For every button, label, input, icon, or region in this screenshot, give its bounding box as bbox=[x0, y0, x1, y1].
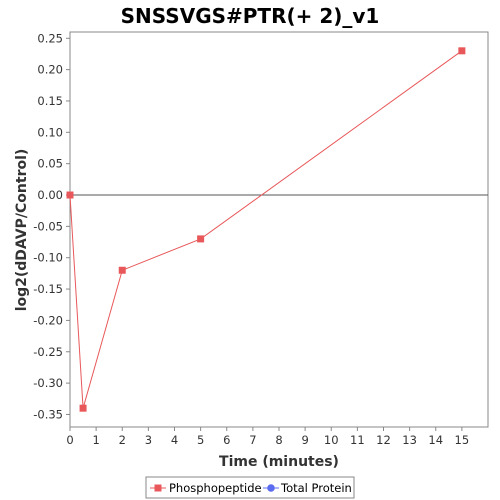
y-tick-label: -0.10 bbox=[33, 251, 63, 265]
y-tick-label: 0.20 bbox=[37, 63, 63, 77]
y-tick-label: 0.10 bbox=[37, 125, 63, 139]
y-tick-label: -0.15 bbox=[33, 282, 63, 296]
plot-area bbox=[69, 31, 489, 428]
y-tick-label: 0.25 bbox=[37, 31, 63, 45]
data-point bbox=[79, 404, 87, 412]
y-tick-label: 0.05 bbox=[37, 157, 63, 171]
y-tick-label: 0.00 bbox=[37, 188, 63, 202]
legend-box bbox=[145, 476, 355, 499]
data-point bbox=[458, 47, 466, 55]
x-axis: 0 1 2 3 4 5 6 7 8 9 10 11 12 13 14 15 bbox=[66, 427, 469, 447]
legend-marker-total-protein bbox=[267, 484, 275, 492]
x-tick-label: 15 bbox=[455, 433, 470, 447]
x-tick-label: 4 bbox=[171, 433, 178, 447]
legend-item-total-protein: Total Protein bbox=[263, 481, 352, 495]
x-axis-label: Time (minutes) bbox=[219, 454, 339, 470]
series-layer bbox=[66, 47, 466, 412]
x-tick-label: 10 bbox=[324, 433, 339, 447]
x-tick-label: 5 bbox=[197, 433, 204, 447]
data-point bbox=[197, 235, 205, 243]
y-axis-label: log2(dDAVP/Control) bbox=[14, 149, 30, 312]
x-tick-label: 7 bbox=[249, 433, 256, 447]
legend-label-phosphopeptide: Phosphopeptide bbox=[169, 481, 262, 495]
y-tick-label: -0.30 bbox=[33, 376, 63, 390]
legend: Phosphopeptide Total Protein bbox=[145, 476, 355, 499]
chart-title: SNSSVGS#PTR(+ 2)_v1 bbox=[121, 4, 380, 28]
y-tick-label: -0.20 bbox=[33, 313, 63, 327]
x-tick-label: 3 bbox=[145, 433, 152, 447]
y-axis: 0.25 0.20 0.15 0.10 0.05 0.00 -0.05 -0.10 -0.15 -… bbox=[33, 31, 70, 421]
y-tick-label: -0.35 bbox=[33, 407, 63, 421]
x-tick-label: 2 bbox=[119, 433, 126, 447]
x-tick-label: 13 bbox=[402, 433, 417, 447]
x-tick-label: 1 bbox=[92, 433, 99, 447]
legend-marker-phosphopeptide bbox=[154, 484, 162, 492]
legend-item-phosphopeptide: Phosphopeptide bbox=[150, 481, 262, 495]
x-tick-label: 14 bbox=[428, 433, 443, 447]
x-tick-label: 8 bbox=[275, 433, 282, 447]
x-tick-label: 9 bbox=[301, 433, 308, 447]
legend-label-total-protein: Total Protein bbox=[280, 481, 352, 495]
x-tick-label: 12 bbox=[376, 433, 391, 447]
y-tick-label: -0.25 bbox=[33, 345, 63, 359]
plot-frame bbox=[69, 31, 489, 428]
x-tick-label: 6 bbox=[223, 433, 230, 447]
y-tick-label: -0.05 bbox=[33, 219, 63, 233]
x-tick-label: 0 bbox=[66, 433, 73, 447]
data-point bbox=[66, 191, 74, 199]
data-point bbox=[118, 266, 126, 274]
x-tick-label: 11 bbox=[350, 433, 365, 447]
y-tick-label: 0.15 bbox=[37, 94, 63, 108]
